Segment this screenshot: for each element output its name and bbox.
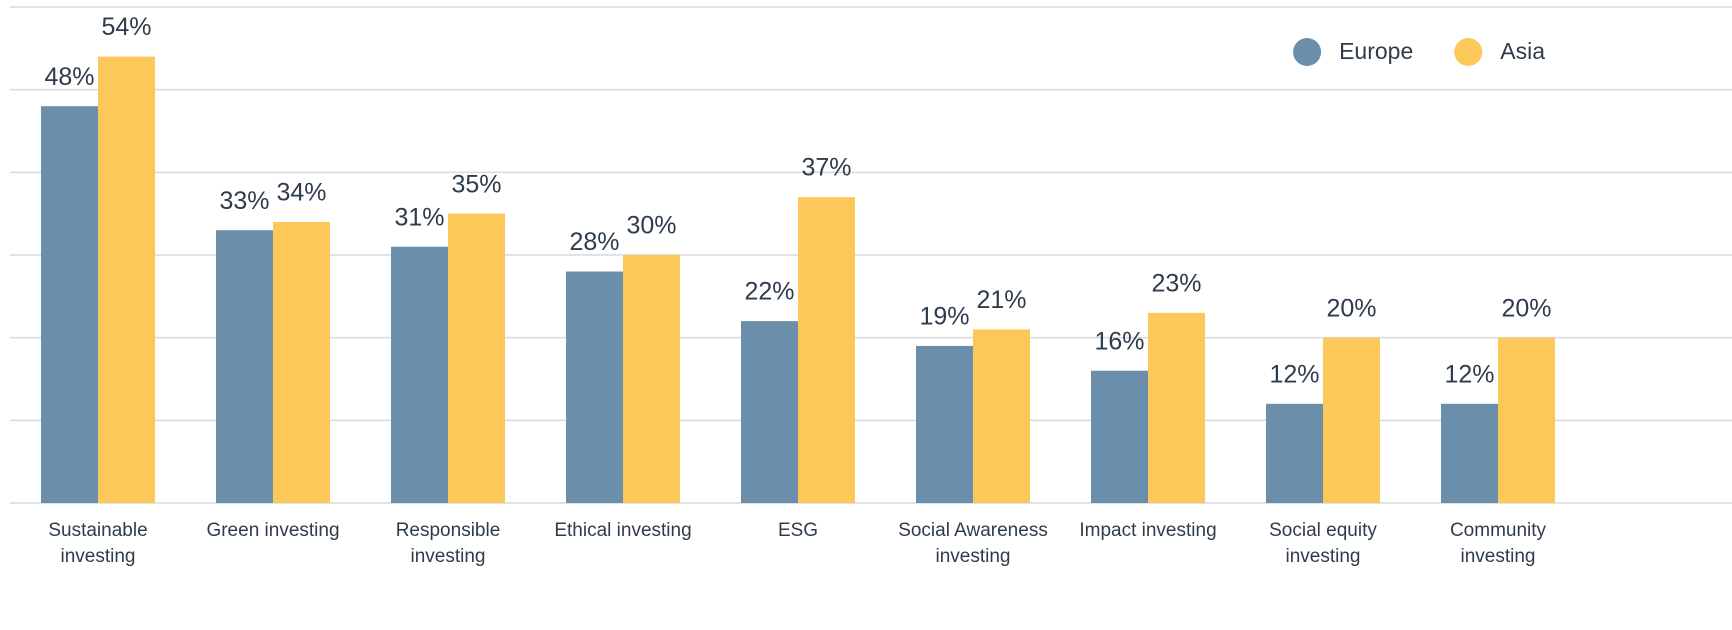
data-label: 12% bbox=[1444, 360, 1494, 388]
bar bbox=[216, 230, 273, 503]
bar bbox=[1498, 337, 1555, 503]
bar bbox=[1441, 403, 1498, 503]
bar bbox=[391, 246, 448, 503]
data-label: 20% bbox=[1501, 294, 1551, 322]
legend-label: Asia bbox=[1500, 38, 1545, 64]
bar bbox=[273, 221, 330, 503]
data-label: 12% bbox=[1269, 360, 1319, 388]
bar bbox=[566, 271, 623, 503]
x-tick-label: Impact investing bbox=[1079, 520, 1217, 541]
data-label: 54% bbox=[101, 13, 151, 41]
data-label: 31% bbox=[394, 203, 444, 231]
x-tick-label: Responsible investing bbox=[395, 520, 501, 567]
bar bbox=[741, 321, 798, 503]
bar bbox=[448, 213, 505, 503]
data-label: 22% bbox=[744, 278, 794, 306]
x-tick-label: ESG bbox=[777, 520, 819, 541]
bar bbox=[41, 106, 98, 503]
bar bbox=[1323, 337, 1380, 503]
bar bbox=[1091, 370, 1148, 503]
bar bbox=[98, 56, 155, 503]
x-tick-label: Social Awareness investing bbox=[898, 520, 1048, 567]
data-label: 20% bbox=[1326, 294, 1376, 322]
x-tick-label: Ethical investing bbox=[554, 520, 692, 541]
legend-label: Europe bbox=[1339, 38, 1413, 64]
bar bbox=[1266, 403, 1323, 503]
data-label: 28% bbox=[569, 228, 619, 256]
bar bbox=[973, 329, 1030, 503]
legend-swatch bbox=[1454, 38, 1483, 66]
data-label: 33% bbox=[219, 187, 269, 215]
data-label: 37% bbox=[801, 154, 851, 182]
data-label: 34% bbox=[276, 179, 326, 207]
data-label: 48% bbox=[44, 63, 94, 91]
bar bbox=[798, 197, 855, 503]
bar bbox=[623, 255, 680, 503]
x-tick-label: Community investing bbox=[1449, 520, 1547, 567]
legend-swatch bbox=[1293, 38, 1322, 66]
data-label: 23% bbox=[1151, 269, 1201, 297]
data-label: 19% bbox=[919, 303, 969, 331]
x-tick-label: Social equity investing bbox=[1269, 520, 1377, 567]
bar bbox=[916, 345, 973, 503]
data-label: 16% bbox=[1094, 327, 1144, 355]
data-label: 21% bbox=[976, 286, 1026, 314]
x-tick-label: Sustainable investing bbox=[48, 520, 148, 567]
data-label: 35% bbox=[451, 170, 501, 198]
data-label: 30% bbox=[626, 212, 676, 240]
bar bbox=[1148, 312, 1205, 503]
x-tick-label: Green investing bbox=[206, 520, 340, 541]
